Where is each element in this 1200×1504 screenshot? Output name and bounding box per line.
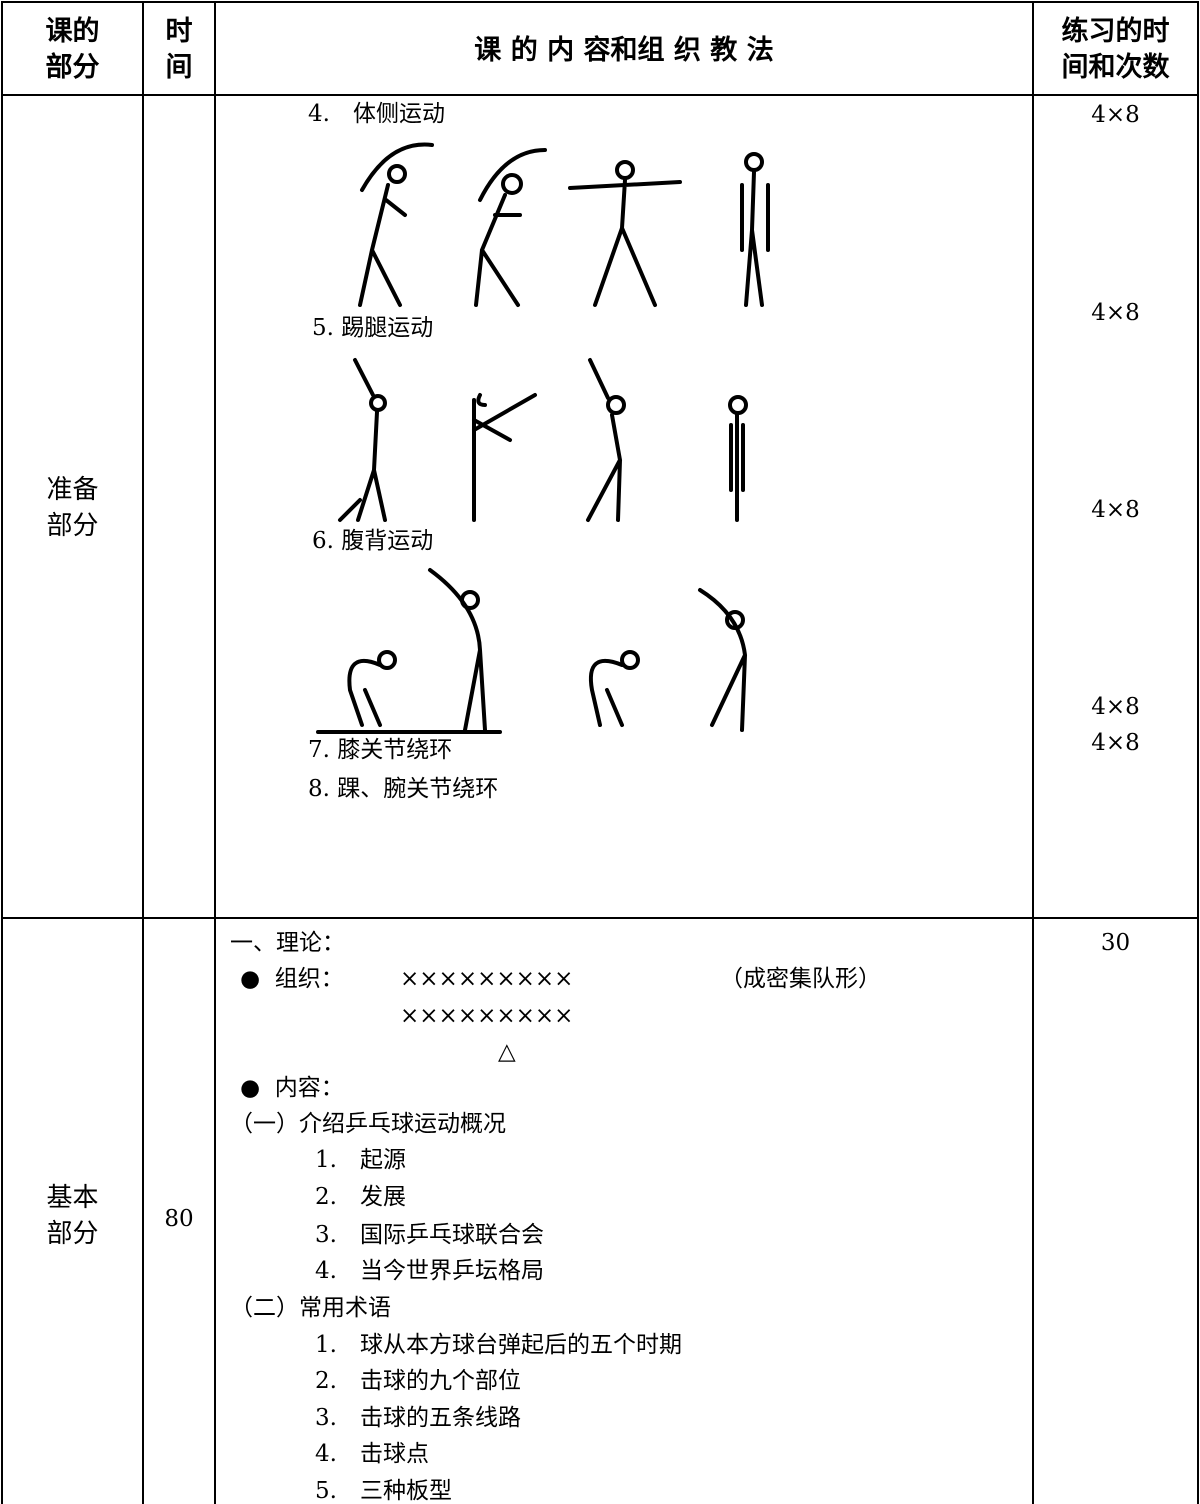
content-line: （成密集队形） <box>720 966 881 992</box>
header-text: 时 <box>165 16 193 47</box>
content-line: 4. 击球点 <box>315 1441 429 1467</box>
content-line: 2. 击球的九个部位 <box>315 1368 521 1394</box>
part-text: 基本 <box>46 1183 99 1213</box>
header-text: 课的 <box>45 16 100 47</box>
content-line: ××××××××× <box>400 966 574 992</box>
header-cell: 时间 <box>143 14 215 86</box>
part-text: 部分 <box>46 511 99 541</box>
count-text: 4×8 <box>1091 497 1140 523</box>
content-line: （一）介绍乒乓球运动概况 <box>230 1111 506 1137</box>
time-text: 80 <box>164 1206 194 1232</box>
count-text: 4×8 <box>1091 102 1140 128</box>
content-line: 1. 起源 <box>315 1147 406 1173</box>
header-cell: 练习的时 间和次数 <box>1033 14 1198 86</box>
content-line: （二）常用术语 <box>230 1295 391 1321</box>
part-cell: 基本 部分 <box>2 1180 143 1252</box>
count-text: 4×8 <box>1091 694 1140 720</box>
header-text: 间和次数 <box>1061 52 1170 83</box>
content-line: 5. 三种板型 <box>315 1478 452 1504</box>
content-line: 5. 踢腿运动 <box>312 315 434 341</box>
content-line: 3. 击球的五条线路 <box>315 1405 521 1431</box>
part-cell: 准备 部分 <box>2 472 143 544</box>
count-text: 4×8 <box>1091 730 1140 756</box>
content-line: 2. 发展 <box>315 1184 406 1210</box>
part-text: 部分 <box>46 1219 99 1249</box>
content-line: 4. 当今世界乒坛格局 <box>315 1258 544 1284</box>
content-line: 8. 踝、腕关节绕环 <box>308 776 499 802</box>
content-line: 6. 腹背运动 <box>312 528 434 554</box>
content-line: 一、理论： <box>230 930 345 956</box>
content-line: 3. 国际乒乓球联合会 <box>315 1222 544 1248</box>
content-line: ● 组织： <box>240 966 344 992</box>
header-cell: 课的 部分 <box>2 14 143 86</box>
content-line: 4. 体侧运动 <box>308 101 445 127</box>
content-line: △ <box>498 1039 516 1065</box>
part-text: 准备 <box>46 475 99 505</box>
content-line: ××××××××× <box>400 1003 574 1029</box>
header-text: 间 <box>165 52 193 83</box>
count-text: 30 <box>1100 930 1131 956</box>
count-text: 4×8 <box>1091 300 1140 326</box>
content-line: 1. 球从本方球台弹起后的五个时期 <box>315 1332 682 1358</box>
header-text: 练习的时 <box>1061 16 1170 47</box>
content-line: ● 内容： <box>240 1075 344 1101</box>
header-text: 课 的 内 容和组 织 教 法 <box>474 35 774 66</box>
content-line: 7. 膝关节绕环 <box>308 737 453 763</box>
header-text: 部分 <box>45 52 100 83</box>
